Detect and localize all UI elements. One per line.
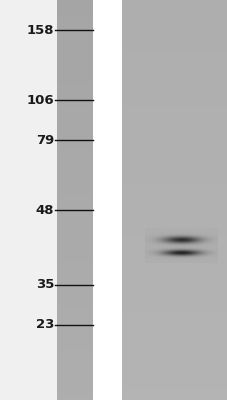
Bar bbox=[93, 0, 121, 400]
Bar bbox=[57, 0, 93, 400]
Text: 35: 35 bbox=[35, 278, 54, 292]
Text: 106: 106 bbox=[26, 94, 54, 106]
Text: 23: 23 bbox=[35, 318, 54, 332]
Text: 79: 79 bbox=[36, 134, 54, 146]
Text: 48: 48 bbox=[35, 204, 54, 216]
Bar bbox=[121, 0, 227, 400]
Text: 158: 158 bbox=[26, 24, 54, 36]
